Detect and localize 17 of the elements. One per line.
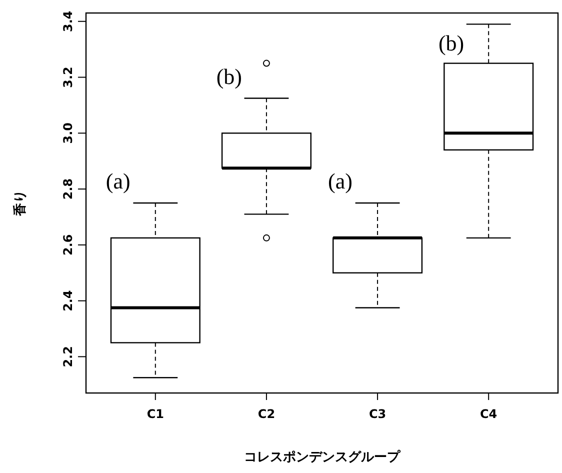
annotation: (a): [106, 168, 130, 194]
y-tick-label: 2.4: [61, 290, 75, 312]
y-tick-label: 2.8: [61, 178, 75, 200]
y-tick-label: 2.2: [61, 346, 75, 368]
x-tick-label: C1: [146, 407, 164, 421]
annotation: (a): [328, 168, 352, 194]
x-axis-title: コレスポンデンスグループ: [244, 449, 401, 465]
x-tick-label: C2: [258, 407, 276, 421]
annotation: (b): [438, 30, 464, 56]
x-tick-label: C4: [480, 407, 498, 421]
annotation: (b): [216, 64, 242, 89]
y-tick-label: 3.4: [61, 10, 75, 32]
y-tick-label: 3.2: [61, 66, 75, 88]
y-tick-label: 2.6: [61, 234, 75, 256]
x-tick-label: C3: [368, 407, 386, 421]
y-tick-label: 3.0: [61, 122, 75, 144]
y-axis-title: 香り: [12, 190, 28, 217]
